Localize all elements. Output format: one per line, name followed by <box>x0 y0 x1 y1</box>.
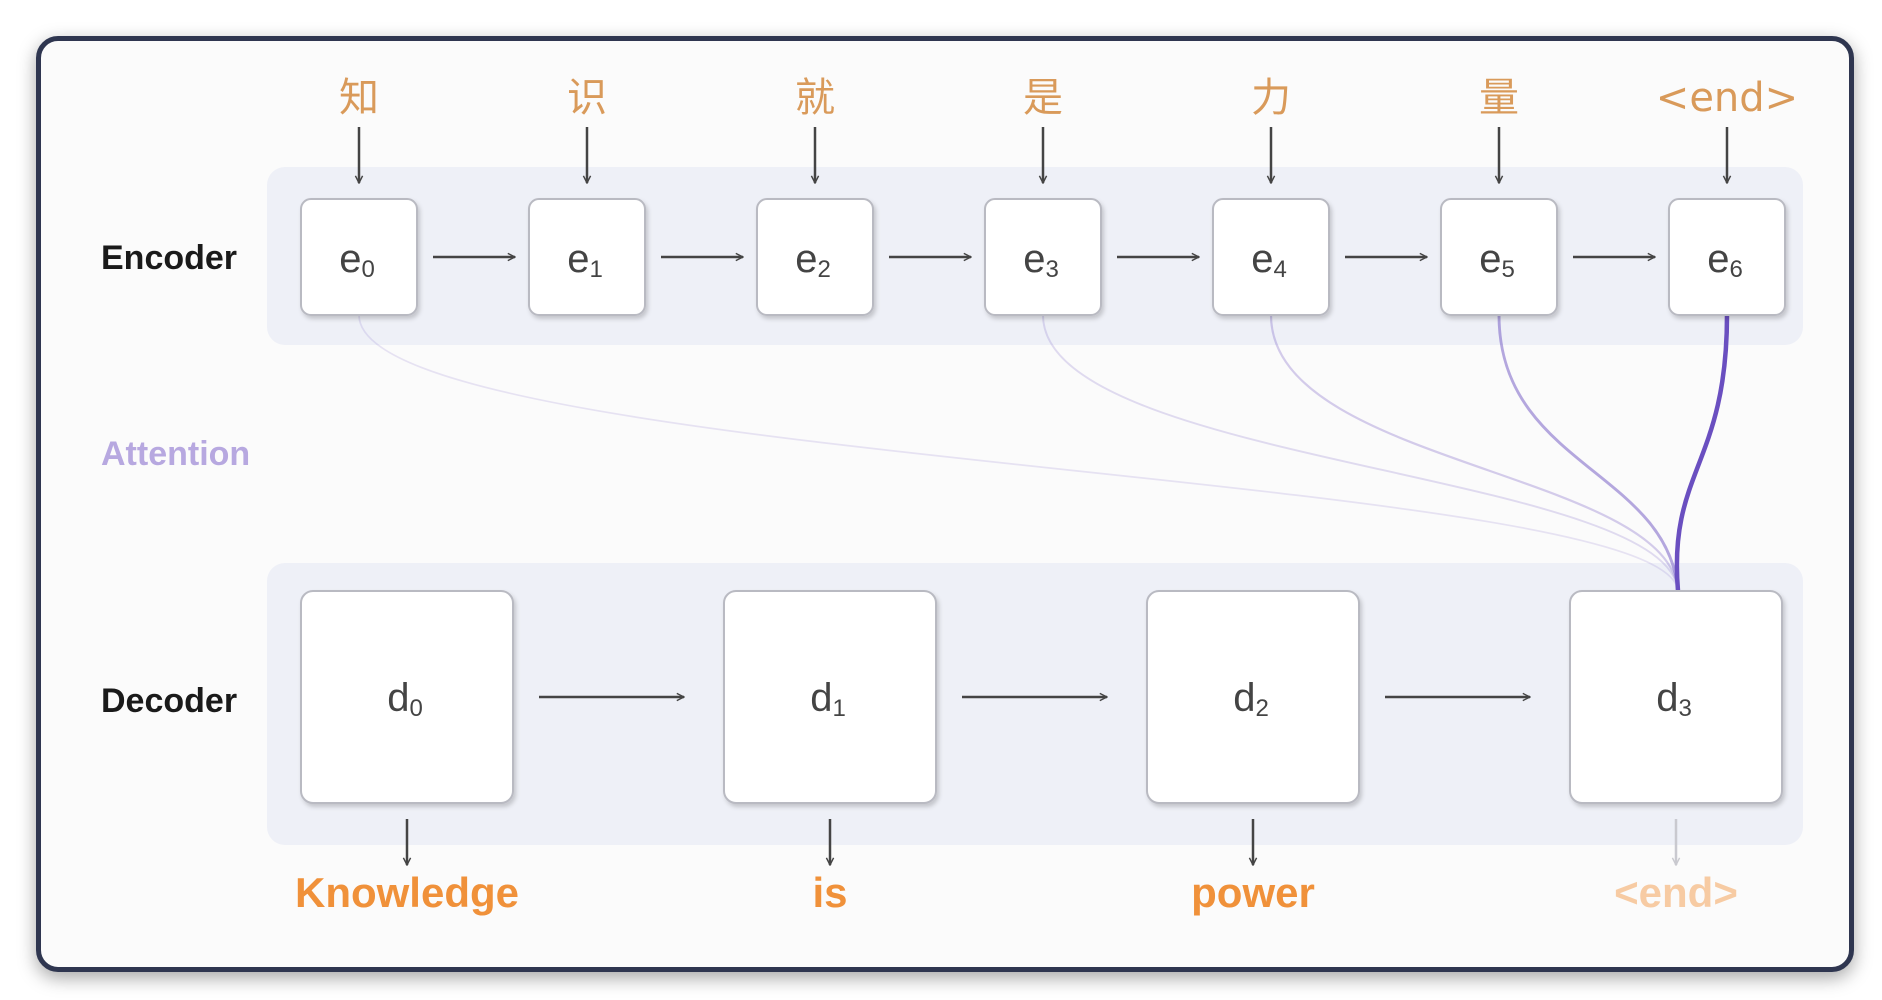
decoder-output-token: power <box>1191 869 1315 916</box>
encoder-input-token: 量 <box>1479 75 1519 121</box>
decoder-output-token: <end> <box>1614 869 1738 916</box>
attention-label: Attention <box>101 435 250 473</box>
encoder-node-label: e6 <box>1707 237 1743 283</box>
decoder-node-label: d0 <box>387 676 423 722</box>
encoder-row: 知 e0 识 e1 就 e2 是 e3 力 e4 量 e5 <end> e6 <box>300 75 1798 316</box>
encoder-input-token: 识 <box>567 75 607 121</box>
decoder-panel <box>267 563 1803 845</box>
decoder-node-label: d1 <box>810 676 846 722</box>
decoder-output-token: Knowledge <box>295 869 519 916</box>
encoder-input-token: <end> <box>1656 75 1798 121</box>
encoder-node <box>1212 198 1330 316</box>
encoder-node-label: e1 <box>567 237 603 283</box>
diagram-frame: Encoder Attention Decoder 知 e0 识 e1 就 e2 是 e3 力 e… <box>36 36 1854 972</box>
decoder-node <box>1569 590 1783 804</box>
encoder-decoder-attention-diagram: Encoder Attention Decoder 知 e0 识 e1 就 e2 是 e3 力 e… <box>101 75 1803 916</box>
attention-curve <box>1674 312 1730 594</box>
encoder-node-label: e0 <box>339 237 375 283</box>
attention-curve <box>1269 313 1680 593</box>
encoder-node <box>984 198 1102 316</box>
encoder-node <box>1668 198 1786 316</box>
encoder-node-label: e3 <box>1023 237 1059 283</box>
encoder-label: Encoder <box>101 239 237 277</box>
encoder-node <box>756 198 874 316</box>
attention-curve <box>1042 314 1679 592</box>
encoder-node <box>300 198 418 316</box>
encoder-node <box>528 198 646 316</box>
encoder-node-label: e5 <box>1479 237 1515 283</box>
decoder-label: Decoder <box>101 682 237 720</box>
encoder-input-token: 就 <box>795 75 835 121</box>
encoder-input-token: 是 <box>1023 75 1063 121</box>
decoder-node <box>300 590 514 804</box>
decoder-node <box>1146 590 1360 804</box>
encoder-node <box>1440 198 1558 316</box>
decoder-node <box>723 590 937 804</box>
encoder-input-token: 知 <box>339 75 379 121</box>
decoder-row: d0 Knowledge d1 is d2 power d3 <end> <box>295 590 1783 916</box>
decoder-node-label: d2 <box>1233 676 1269 722</box>
encoder-node-label: e4 <box>1251 237 1287 283</box>
attention-curve <box>1497 313 1680 593</box>
encoder-node-label: e2 <box>795 237 831 283</box>
encoder-input-token: 力 <box>1251 75 1291 121</box>
attention-curve <box>358 314 1679 592</box>
decoder-node-label: d3 <box>1656 676 1692 722</box>
attention-lines <box>358 312 1730 594</box>
decoder-output-token: is <box>812 869 847 916</box>
